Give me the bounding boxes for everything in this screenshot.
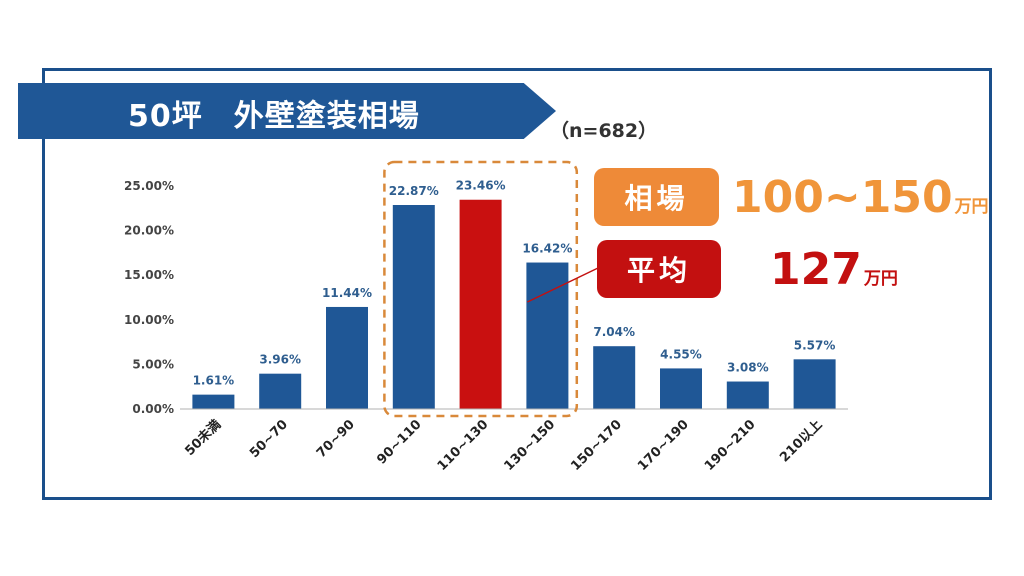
title-banner: 50坪 外壁塗装相場 xyxy=(18,83,556,139)
y-tick-label: 10.00% xyxy=(124,313,174,327)
data-label: 4.55% xyxy=(660,347,702,361)
sample-size-label: （n=682） xyxy=(550,120,658,142)
x-tick-label: 70~90 xyxy=(314,417,358,461)
data-label: 3.96% xyxy=(259,353,301,367)
x-tick-label: 170~190 xyxy=(635,417,692,474)
chart-title: 50坪 外壁塗装相場 xyxy=(128,99,420,134)
bar xyxy=(259,373,302,409)
data-labels-group: 1.61% 3.96% 11.44% 22.87% 23.46% 16.42% 7.04% 4… xyxy=(193,179,836,388)
x-tick-label: 90~110 xyxy=(374,417,424,467)
average-connector-line xyxy=(527,267,599,303)
data-label: 1.61% xyxy=(193,374,235,388)
average-value: 127 万円 xyxy=(770,244,898,295)
bar xyxy=(726,381,769,409)
x-tick-label: 130~150 xyxy=(502,417,559,474)
x-tick-label: 210以上 xyxy=(777,417,825,465)
average-value-unit: 万円 xyxy=(863,269,898,289)
y-tick-label: 5.00% xyxy=(132,357,174,371)
data-label: 5.57% xyxy=(794,338,836,352)
range-badge: 相場 xyxy=(594,168,719,226)
data-label: 16.42% xyxy=(522,242,572,256)
range-value-number: 100~150 xyxy=(732,172,953,223)
bar xyxy=(192,394,235,409)
bar xyxy=(392,204,435,409)
bar xyxy=(793,359,836,409)
x-tick-label: 150~170 xyxy=(568,417,625,474)
average-badge: 平均 xyxy=(597,240,721,298)
bar xyxy=(459,199,502,409)
bar xyxy=(326,306,368,409)
range-value: 100~150 万円 xyxy=(732,172,989,223)
average-value-number: 127 xyxy=(770,244,862,295)
bar xyxy=(526,262,569,409)
x-tick-label: 110~130 xyxy=(435,417,492,474)
data-label: 22.87% xyxy=(389,184,439,198)
x-axis-labels-group: 50未満 50~70 70~90 90~110 110~130 130~150 150~17… xyxy=(182,417,826,474)
bar xyxy=(593,346,636,409)
highlight-range-box xyxy=(383,160,579,418)
x-tick-label: 190~210 xyxy=(702,417,759,474)
y-tick-label: 0.00% xyxy=(132,402,174,416)
x-tick-label: 50~70 xyxy=(247,417,291,461)
range-value-unit: 万円 xyxy=(954,197,989,217)
bars-group xyxy=(192,199,836,409)
data-label: 23.46% xyxy=(456,179,506,193)
data-label: 11.44% xyxy=(322,286,372,300)
y-axis: 0.00% 5.00% 10.00% 15.00% 20.00% 25.00% xyxy=(124,179,174,416)
y-tick-label: 25.00% xyxy=(124,179,174,193)
bar xyxy=(660,368,702,409)
x-tick-label: 50未満 xyxy=(182,417,224,459)
y-tick-label: 20.00% xyxy=(124,224,174,238)
data-label: 3.08% xyxy=(727,361,769,375)
data-label: 7.04% xyxy=(593,325,635,339)
y-tick-label: 15.00% xyxy=(124,268,174,282)
chart-frame xyxy=(42,68,992,500)
